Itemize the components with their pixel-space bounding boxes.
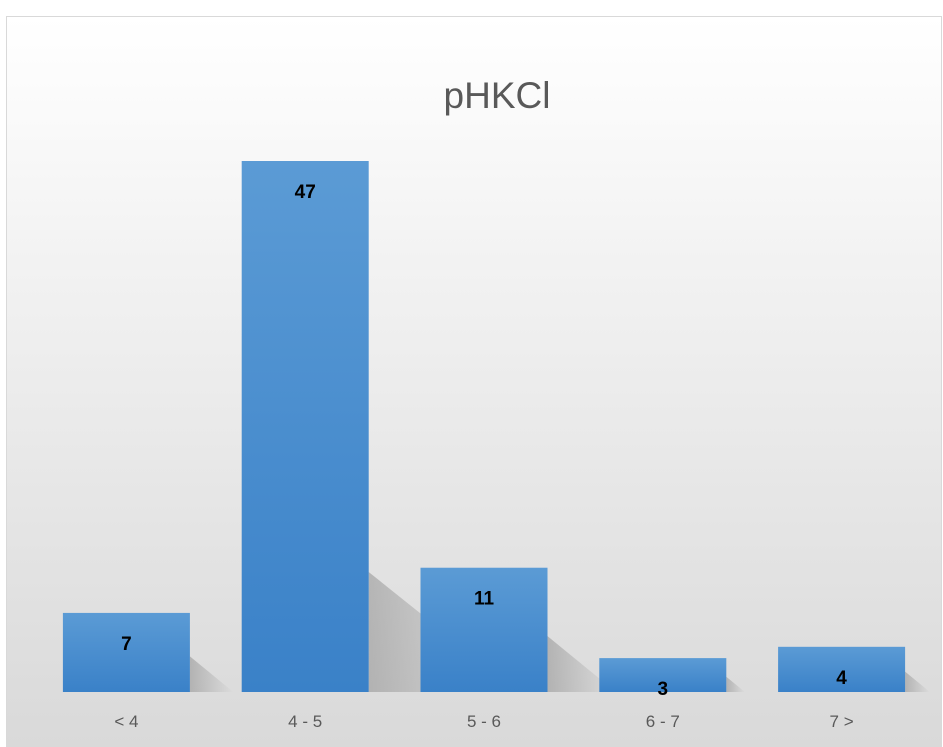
bar-shadow bbox=[189, 656, 234, 692]
x-tick-label: 4 - 5 bbox=[288, 712, 322, 731]
x-tick-label: 5 - 6 bbox=[467, 712, 501, 731]
x-tick-label: 7 > bbox=[830, 712, 854, 731]
data-label: 7 bbox=[121, 634, 132, 655]
x-tick-label: 6 - 7 bbox=[646, 712, 680, 731]
bars bbox=[62, 161, 906, 692]
bar bbox=[241, 161, 369, 692]
bar bbox=[599, 658, 727, 692]
data-label: 3 bbox=[658, 679, 669, 700]
data-label: 11 bbox=[474, 589, 495, 610]
bar-shadow bbox=[547, 636, 616, 692]
x-axis-tick-labels: < 4 4 - 5 5 - 6 6 - 7 7 > bbox=[114, 712, 853, 731]
bar bbox=[778, 646, 906, 692]
data-label: 4 bbox=[836, 668, 847, 689]
bar-shadow bbox=[905, 671, 930, 692]
x-tick-label: < 4 bbox=[114, 712, 138, 731]
bar bbox=[62, 612, 190, 692]
bar-shadow bbox=[726, 676, 745, 692]
data-label: 47 bbox=[295, 182, 316, 203]
chart-title: pHKCl bbox=[444, 75, 551, 116]
data-labels: 7 47 11 3 4 bbox=[121, 182, 847, 700]
bar bbox=[420, 567, 548, 692]
